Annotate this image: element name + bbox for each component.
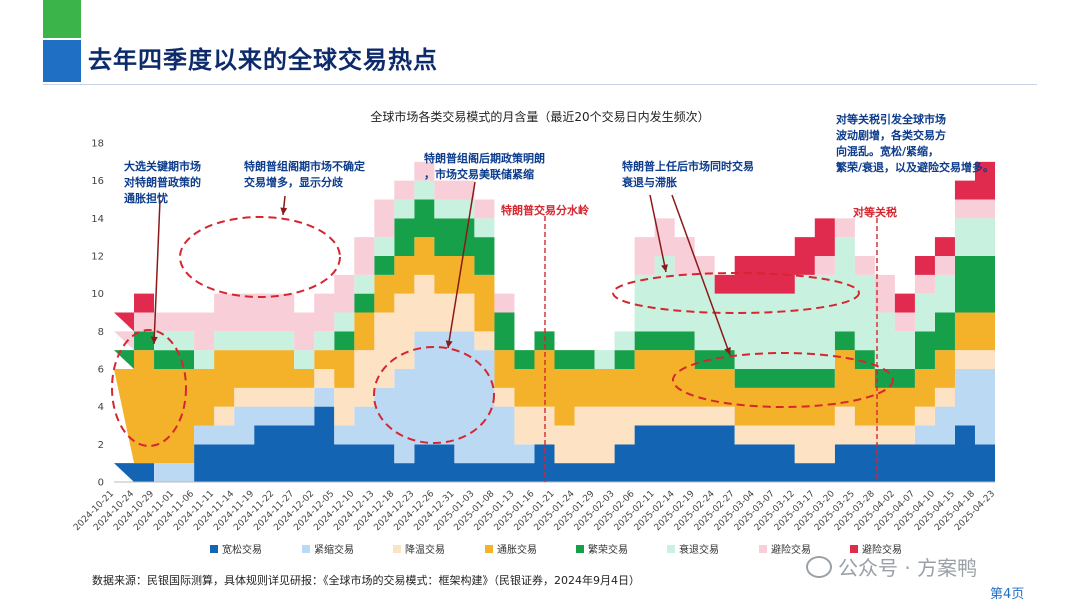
y-tick-label-2: 4 xyxy=(98,402,104,413)
brand-block-blue xyxy=(43,40,81,82)
ellipse-stagflation xyxy=(672,352,894,408)
area-series-3 xyxy=(114,237,995,464)
ellipse-tightening xyxy=(373,346,495,444)
annotation-watershed: 特朗普交易分水岭 xyxy=(501,203,589,217)
arrow-line-3 xyxy=(649,194,667,273)
arrow-head-2 xyxy=(445,340,453,348)
arrow-line-0 xyxy=(153,199,161,345)
annotation-inflation-line-2: 通胀担忧 xyxy=(124,191,168,205)
arrow-head-4 xyxy=(724,347,731,355)
legend-label-0: 宽松交易 xyxy=(222,543,262,556)
annotation-recession-line-1: 衰退与滞胀 xyxy=(621,175,677,189)
legend-swatch-6 xyxy=(759,545,767,553)
area-series-6 xyxy=(114,161,995,351)
annotation-tariff-impact-line-2: 向混乱。宽松/紧缩， xyxy=(836,144,939,158)
page-title: 去年四季度以来的全球交易热点 xyxy=(88,46,438,74)
legend-label-6: 避险交易 xyxy=(771,543,811,556)
y-tick-label-9: 18 xyxy=(91,139,104,150)
ellipse-inflation xyxy=(111,329,187,447)
annotation-divergence-line-1: 交易增多，显示分歧 xyxy=(244,175,344,189)
area-series-7 xyxy=(114,161,995,351)
legend-label-5: 衰退交易 xyxy=(679,543,719,556)
ellipse-recession xyxy=(612,272,860,314)
y-tick-label-1: 2 xyxy=(98,440,104,451)
ellipse-divergence xyxy=(179,216,341,298)
annotation-inflation-line-0: 大选关键期市场 xyxy=(124,159,201,173)
arrow-line-2 xyxy=(447,181,476,349)
annotation-tariff-impact-line-0: 对等关税引发全球市场 xyxy=(836,112,946,126)
brand-block-green xyxy=(43,0,81,38)
annotation-tariff: 对等关税 xyxy=(853,205,897,219)
legend-swatch-1 xyxy=(302,545,310,553)
area-series-2 xyxy=(114,274,995,464)
y-tick-label-8: 16 xyxy=(91,176,104,187)
y-tick-label-3: 6 xyxy=(98,365,104,376)
arrow-head-0 xyxy=(150,336,158,344)
data-source-note: 数据来源：民银国际测算，具体规则详见研报：《全球市场的交易模式：框架构建》（民银… xyxy=(92,574,640,587)
legend-label-2: 降温交易 xyxy=(405,543,445,556)
legend-swatch-0 xyxy=(210,545,218,553)
legend-label-7: 避险交易 xyxy=(862,543,902,556)
page-number: 第4页 xyxy=(990,587,1025,602)
y-tick-label-0: 0 xyxy=(98,478,104,489)
annotation-tightening-line-1: ，市场交易美联储紧缩 xyxy=(424,167,534,181)
arrow-head-3 xyxy=(661,264,668,272)
annotation-tightening-line-0: 特朗普组阁后期政策明朗 xyxy=(424,151,545,165)
annotation-tariff-impact-line-3: 繁荣/衰退，以及避险交易增多。 xyxy=(835,160,994,174)
legend-swatch-5 xyxy=(667,545,675,553)
annotation-recession-line-0: 特朗普上任后市场同时交易 xyxy=(622,159,754,173)
title-divider xyxy=(43,84,1037,85)
watermark: 公众号 · 方案鸭 xyxy=(806,552,977,581)
legend-label-3: 通胀交易 xyxy=(497,543,537,556)
legend-swatch-7 xyxy=(850,545,858,553)
arrow-line-4 xyxy=(671,194,731,356)
watermark-text: 公众号 · 方案鸭 xyxy=(838,556,978,580)
legend-label-1: 紧缩交易 xyxy=(314,543,354,556)
arrow-head-1 xyxy=(280,207,288,215)
annotation-divergence-line-0: 特朗普组阁期市场不确定 xyxy=(244,159,365,173)
y-tick-label-5: 10 xyxy=(91,289,104,300)
y-tick-label-7: 14 xyxy=(91,214,104,225)
annotation-inflation-line-1: 对特朗普政策的 xyxy=(124,175,201,189)
chart-title: 全球市场各类交易模式的月含量（最近20个交易日内发生频次） xyxy=(370,109,709,124)
legend-label-4: 繁荣交易 xyxy=(588,543,628,556)
area-series-1 xyxy=(114,331,995,482)
legend-swatch-2 xyxy=(393,545,401,553)
annotation-tariff-impact-line-1: 波动剧增，各类交易方 xyxy=(836,128,946,142)
legend-swatch-3 xyxy=(485,545,493,553)
y-tick-label-6: 12 xyxy=(91,252,104,263)
wechat-icon xyxy=(806,555,832,578)
y-tick-label-4: 8 xyxy=(98,327,104,338)
legend-swatch-4 xyxy=(576,545,584,553)
